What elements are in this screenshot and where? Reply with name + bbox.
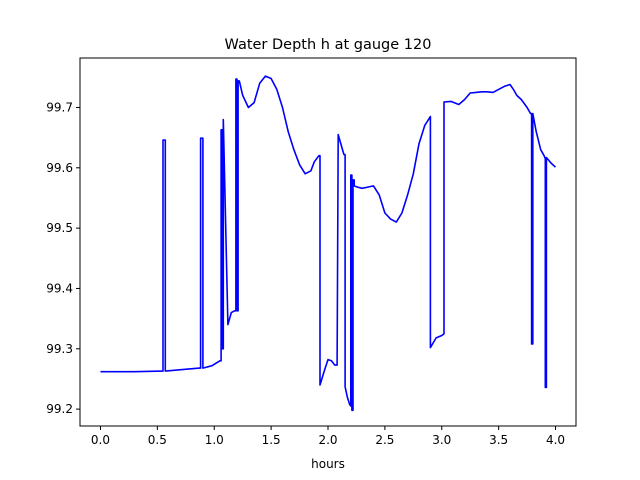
x-tick-label: 3.5 xyxy=(489,433,508,447)
x-axis-label: hours xyxy=(311,457,345,471)
y-tick-label: 99.5 xyxy=(46,221,73,235)
y-tick-label: 99.6 xyxy=(46,161,73,175)
y-tick-label: 99.2 xyxy=(46,402,73,416)
x-tick-label: 3.0 xyxy=(432,433,451,447)
plot-area xyxy=(100,75,557,412)
x-tick-label: 0.0 xyxy=(91,433,110,447)
y-tick-label: 99.4 xyxy=(46,281,73,295)
x-tick-label: 0.5 xyxy=(148,433,167,447)
x-tick-label: 2.0 xyxy=(318,433,337,447)
x-tick-label: 1.0 xyxy=(205,433,224,447)
chart-title: Water Depth h at gauge 120 xyxy=(225,37,432,53)
x-tick-label: 2.5 xyxy=(375,433,394,447)
x-tick-label: 1.5 xyxy=(262,433,281,447)
y-tick-label: 99.7 xyxy=(46,100,73,114)
axis-ticks: 0.0 0.5 1.0 1.5 2.0 2.5 3.0 3.5 4.0 99.2 99.3 99.4 9… xyxy=(46,100,565,447)
series-line xyxy=(100,75,557,412)
x-tick-label: 4.0 xyxy=(546,433,565,447)
y-tick-label: 99.3 xyxy=(46,342,73,356)
plot-frame xyxy=(79,57,577,427)
